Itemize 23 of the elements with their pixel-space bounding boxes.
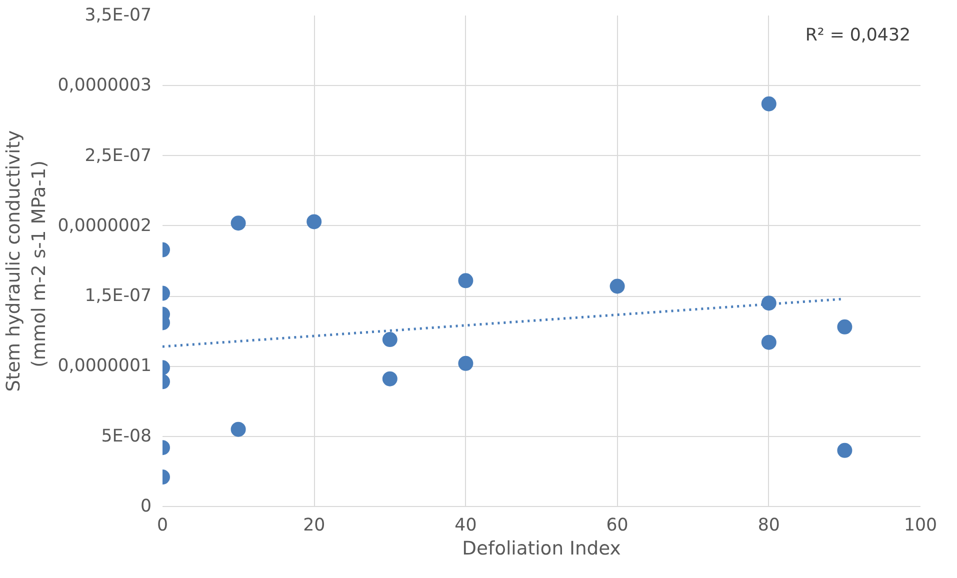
annotation: R² = 0,0432 [805,26,911,46]
x-tick-label: 0 [156,516,168,536]
point [837,319,852,334]
x-tick-label: 60 [606,516,628,536]
point [761,296,776,311]
y-tick-label: 0,0000002 [58,216,152,236]
x-axis-title: Defoliation Index [462,538,621,560]
point [610,278,625,294]
y-tick-label: 2,5E-07 [84,146,152,166]
y-axis-title: Stem hydraulic conductivity (mmol m-2 s-1 MPa-1) [4,130,50,392]
y-tick-label: 5E-08 [101,426,152,446]
point [761,96,776,112]
y-tick-label: 0 [140,496,152,516]
x-tick-label: 40 [454,516,477,536]
x-tick-label: 100 [904,516,938,536]
y-tick-label: 0,0000003 [58,76,152,96]
y-tick-label: 1,5E-07 [84,286,152,306]
point [837,442,852,458]
y-tick-label: 3,5E-07 [84,6,152,26]
x-tick-label: 20 [303,516,326,536]
y-tick-label: 0,0000001 [58,356,152,376]
point [761,334,776,350]
x-tick-label: 80 [758,516,780,536]
